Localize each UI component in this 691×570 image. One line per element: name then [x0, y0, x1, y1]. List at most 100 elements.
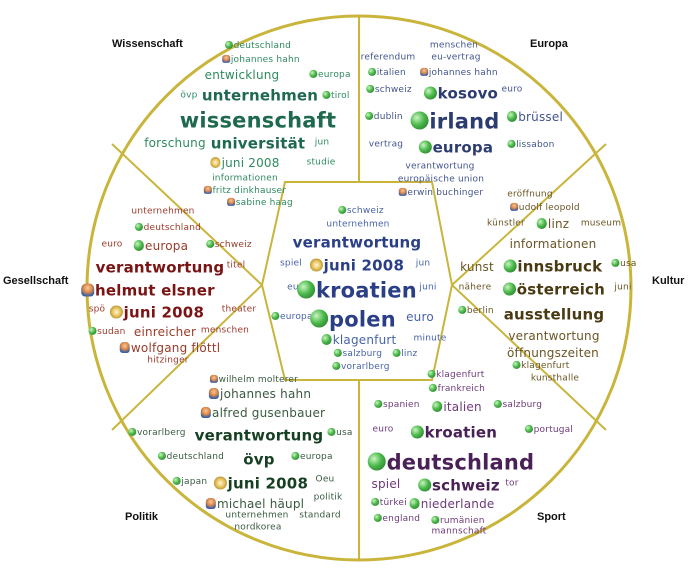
tag-wissenschaft[interactable]: unternehmen: [202, 88, 318, 104]
tag-politik[interactable]: vorarlberg: [128, 427, 186, 438]
tag-gesellschaft[interactable]: spö: [89, 305, 106, 315]
tag-europa[interactable]: dublin: [365, 111, 403, 122]
tag-center[interactable]: eu: [287, 283, 299, 293]
tag-wissenschaft[interactable]: johannes hahn: [222, 54, 300, 65]
tag-sport[interactable]: spanien: [374, 399, 420, 410]
tag-kultur[interactable]: österreich: [502, 282, 605, 298]
tag-kultur[interactable]: künstler: [487, 219, 525, 229]
tag-sport[interactable]: euro: [372, 425, 393, 435]
tag-europa[interactable]: europäische union: [398, 175, 484, 185]
tag-center[interactable]: euro: [406, 311, 434, 323]
tag-europa[interactable]: referendum: [361, 53, 416, 63]
tag-sport[interactable]: klagenfurt: [427, 369, 485, 380]
tag-europa[interactable]: kosovo: [423, 86, 498, 102]
tag-gesellschaft[interactable]: theater: [222, 305, 256, 315]
tag-wissenschaft[interactable]: forschung: [144, 137, 206, 149]
tag-sport[interactable]: rumänien: [431, 515, 484, 526]
tag-sport[interactable]: deutschland: [367, 452, 535, 474]
tag-gesellschaft[interactable]: schweiz: [206, 239, 252, 250]
tag-politik[interactable]: unternehmen: [225, 511, 288, 521]
tag-sport[interactable]: kroatien: [410, 425, 497, 441]
tag-center[interactable]: unternehmen: [326, 220, 389, 230]
tag-politik[interactable]: europa: [291, 451, 332, 462]
tag-center[interactable]: juni 2008: [309, 258, 404, 274]
tag-sport[interactable]: tor: [505, 479, 518, 489]
tag-kultur[interactable]: berlin: [458, 305, 494, 316]
tag-gesellschaft[interactable]: juni 2008: [109, 305, 204, 321]
tag-kultur[interactable]: kunst: [460, 261, 494, 273]
tag-gesellschaft[interactable]: einreicher: [134, 326, 196, 338]
tag-wissenschaft[interactable]: jun: [315, 138, 330, 148]
tag-europa[interactable]: euro: [501, 85, 522, 95]
tag-wissenschaft[interactable]: sabine haag: [227, 197, 293, 208]
tag-kultur[interactable]: öffnungszeiten: [507, 347, 599, 359]
tag-europa[interactable]: erwin buchinger: [398, 187, 484, 198]
tag-europa[interactable]: johannes hahn: [420, 67, 498, 78]
tag-wissenschaft[interactable]: wissenschaft: [180, 110, 336, 132]
tag-sport[interactable]: mannschaft: [431, 527, 486, 537]
tag-gesellschaft[interactable]: titel: [227, 261, 246, 271]
tag-gesellschaft[interactable]: sudan: [88, 326, 126, 337]
tag-gesellschaft[interactable]: verantwortung: [96, 260, 225, 276]
tag-politik[interactable]: michael häupl: [205, 498, 304, 510]
tag-wissenschaft[interactable]: juni 2008: [210, 157, 279, 169]
tag-center[interactable]: polen: [310, 309, 396, 331]
tag-wissenschaft[interactable]: studie: [307, 158, 336, 168]
tag-europa[interactable]: italien: [368, 67, 406, 78]
tag-kultur[interactable]: udolf leopold: [510, 202, 580, 213]
tag-kultur[interactable]: eröffnung: [507, 190, 553, 200]
tag-politik[interactable]: standard: [299, 511, 341, 521]
tag-kultur[interactable]: kunsthalle: [531, 374, 579, 384]
tag-europa[interactable]: irland: [410, 111, 500, 133]
tag-gesellschaft[interactable]: helmut elsner: [81, 283, 215, 299]
tag-wissenschaft[interactable]: europa: [309, 69, 350, 80]
tag-kultur[interactable]: nähere: [459, 283, 492, 293]
tag-kultur[interactable]: linz: [536, 218, 570, 230]
tag-europa[interactable]: menschen: [430, 41, 478, 51]
tag-kultur[interactable]: usa: [611, 258, 636, 269]
tag-wissenschaft[interactable]: informationen: [212, 174, 278, 184]
tag-sport[interactable]: türkei: [371, 497, 407, 508]
tag-kultur[interactable]: klagenfurt: [512, 360, 570, 371]
tag-politik[interactable]: verantwortung: [195, 428, 324, 444]
tag-center[interactable]: salzburg: [333, 348, 382, 359]
tag-center[interactable]: minute: [414, 334, 447, 344]
tag-gesellschaft[interactable]: wolfgang flöttl: [119, 342, 221, 354]
tag-center[interactable]: klagenfurt: [321, 334, 397, 346]
tag-wissenschaft[interactable]: entwicklung: [205, 69, 280, 81]
tag-center[interactable]: schweiz: [338, 205, 384, 216]
tag-center[interactable]: verantwortung: [293, 235, 422, 251]
tag-wissenschaft[interactable]: deutschland: [224, 40, 291, 51]
tag-gesellschaft[interactable]: deutschland: [134, 222, 201, 233]
tag-europa[interactable]: europa: [418, 140, 493, 156]
tag-politik[interactable]: Oeu: [316, 475, 335, 485]
tag-center[interactable]: spiel: [280, 259, 302, 269]
tag-europa[interactable]: vertrag: [369, 140, 403, 150]
tag-kultur[interactable]: innsbruck: [503, 259, 603, 275]
tag-politik[interactable]: wilhelm molterer: [209, 374, 298, 385]
tag-wissenschaft[interactable]: tirol: [322, 90, 349, 101]
tag-wissenschaft[interactable]: övp: [180, 91, 197, 101]
tag-sport[interactable]: portugal: [524, 424, 573, 435]
tag-sport[interactable]: frankreich: [428, 383, 485, 394]
tag-center[interactable]: europa: [271, 311, 312, 322]
tag-sport[interactable]: niederlande: [409, 498, 495, 510]
tag-center[interactable]: kroatien: [297, 280, 417, 302]
tag-politik[interactable]: alfred gusenbauer: [200, 407, 325, 419]
tag-kultur[interactable]: museum: [581, 219, 621, 229]
tag-politik[interactable]: japan: [172, 476, 208, 487]
tag-gesellschaft[interactable]: unternehmen: [131, 207, 194, 217]
tag-center[interactable]: juni: [419, 283, 436, 293]
tag-gesellschaft[interactable]: menschen: [201, 326, 249, 336]
tag-europa[interactable]: brüssel: [507, 111, 563, 123]
tag-kultur[interactable]: ausstellung: [504, 307, 605, 323]
tag-center[interactable]: vorarlberg: [332, 361, 390, 372]
tag-europa[interactable]: verantwortung: [405, 162, 474, 172]
tag-wissenschaft[interactable]: universität: [211, 136, 306, 152]
tag-europa[interactable]: eu-vertrag: [431, 53, 480, 63]
tag-politik[interactable]: juni 2008: [213, 476, 308, 492]
tag-sport[interactable]: italien: [432, 401, 482, 413]
tag-politik[interactable]: nordkorea: [234, 523, 281, 533]
tag-sport[interactable]: schweiz: [418, 478, 500, 494]
tag-center[interactable]: linz: [392, 348, 418, 359]
